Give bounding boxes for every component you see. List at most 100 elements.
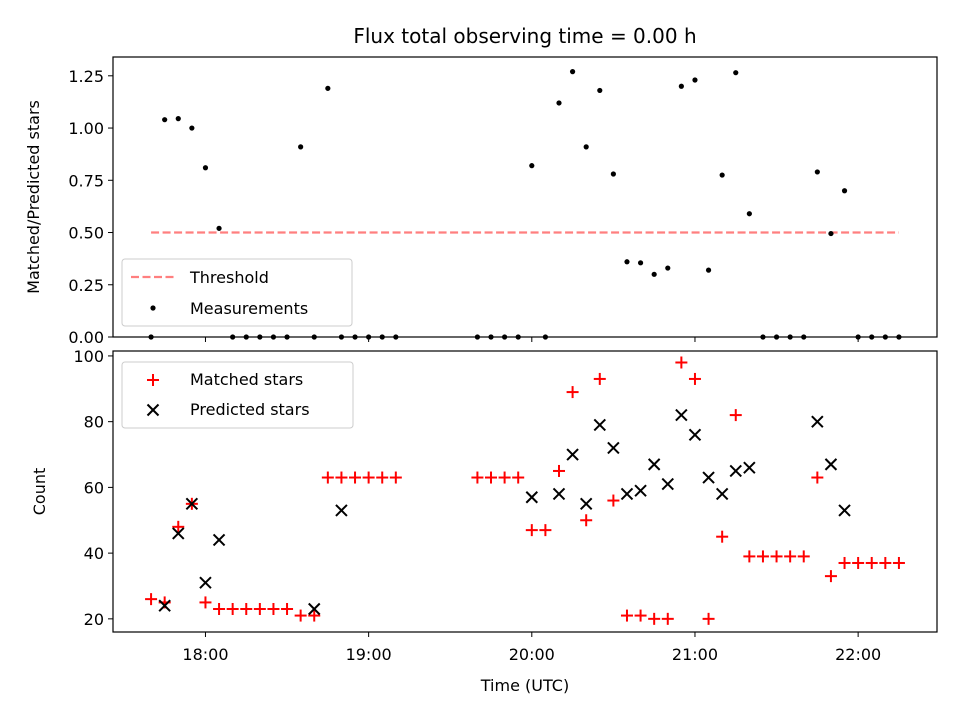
top-y-tick-label: 1.00 (68, 119, 104, 138)
predicted-stars-point (688, 428, 702, 442)
legend-predicted-swatch (146, 403, 160, 417)
legend-measurements-swatch (150, 305, 156, 311)
predicted-stars-point (172, 527, 185, 540)
matched-stars-point (865, 556, 878, 569)
measurement-point (556, 100, 562, 106)
predicted-stars-point (552, 487, 566, 501)
measurement-point (637, 260, 644, 266)
measurement-point (719, 172, 725, 178)
matched-stars-point (512, 471, 525, 484)
matched-stars-point (593, 372, 606, 385)
predicted-stars-point (838, 504, 851, 517)
matched-stars-point (756, 550, 769, 563)
matched-stars-point (811, 471, 824, 484)
matched-stars-point (784, 550, 797, 563)
measurement-point (814, 169, 820, 175)
matched-stars-point (485, 471, 498, 484)
matched-stars-point (852, 556, 865, 569)
chart-title: Flux total observing time = 0.00 h (353, 24, 696, 48)
measurement-point (298, 144, 304, 150)
bottom-y-axis-label: Count (30, 468, 49, 516)
matched-stars-point (879, 556, 892, 569)
matched-stars-point (267, 602, 280, 615)
matched-stars-point (362, 471, 375, 484)
predicted-stars-point (593, 418, 606, 432)
top-panel-ratio: Flux total observing time = 0.00 h Match… (24, 24, 938, 347)
matched-stars-point (308, 609, 321, 622)
predicted-stars-point (620, 487, 634, 501)
matched-stars-point (770, 550, 783, 563)
measurement-point (828, 230, 834, 237)
matched-stars-point (253, 602, 266, 615)
matched-stars-point (539, 524, 552, 537)
bottom-legend: Matched stars Predicted stars (121, 361, 354, 429)
predicted-stars-point (185, 497, 199, 511)
matched-stars-point (648, 612, 661, 625)
matched-stars-point (213, 602, 226, 615)
top-legend-box (121, 258, 353, 327)
legend-threshold-label: Threshold (189, 268, 269, 287)
bottom-y-tick-label: 80 (84, 413, 104, 432)
predicted-stars-point (525, 491, 539, 504)
measurement-point (610, 171, 616, 177)
matched-stars-point (580, 514, 593, 527)
matched-stars-point (552, 464, 565, 477)
measurement-point (583, 144, 589, 150)
matched-stars-point (199, 596, 212, 609)
predicted-stars-point (647, 458, 661, 471)
matched-stars-point (892, 556, 905, 569)
legend-matched-label: Matched stars (190, 370, 303, 389)
predicted-stars-point (743, 461, 756, 474)
measurement-point (162, 117, 168, 123)
top-y-tick-label: 1.25 (68, 67, 104, 86)
x-tick-label: 22:00 (835, 645, 881, 664)
measurement-point (597, 87, 603, 94)
legend-predicted-label: Predicted stars (190, 400, 310, 419)
measurement-point (189, 125, 195, 131)
x-tick-label: 20:00 (509, 645, 555, 664)
predicted-stars-point (212, 533, 226, 547)
top-axis-ticks: 0.00 0.25 0.50 0.75 1.00 1.25 (68, 67, 859, 347)
top-y-tick-label: 0.25 (68, 276, 104, 295)
matched-stars-point (389, 471, 402, 484)
matched-stars-point (566, 386, 579, 399)
predicted-stars-point (675, 408, 688, 422)
matched-stars-point (281, 602, 294, 615)
bottom-plot-frame (112, 350, 938, 633)
bottom-y-tick-label: 20 (84, 610, 104, 629)
measurement-point (665, 265, 671, 271)
matched-stars-point (240, 602, 253, 615)
matched-stars-point (607, 494, 620, 507)
top-y-tick-label: 0.75 (68, 171, 104, 190)
predicted-stars-point (607, 441, 620, 455)
matched-stars-point (145, 593, 158, 606)
top-y-axis-label: Matched/Predicted stars (24, 100, 43, 294)
matched-stars-point (321, 471, 334, 484)
matched-stars-point (824, 570, 837, 583)
predicted-stars-point (824, 458, 838, 471)
measurement-point (651, 271, 657, 277)
legend-matched-swatch (147, 374, 159, 386)
x-axis-label: Time (UTC) (480, 676, 569, 695)
top-plot-frame (112, 56, 938, 338)
bottom-y-tick-label: 100 (73, 347, 104, 366)
x-tick-label: 21:00 (672, 645, 718, 664)
legend-plus-marker (147, 374, 159, 386)
matched-stars-point (729, 409, 742, 422)
matched-stars-point (349, 471, 362, 484)
measurement-point (733, 70, 739, 76)
matched-stars-point (702, 612, 715, 625)
predicted-stars-point (702, 471, 715, 484)
matched-stars-point (661, 612, 674, 625)
predicted-stars-point (661, 477, 674, 491)
matched-stars-point (797, 550, 810, 563)
predicted-stars-point (634, 484, 647, 497)
predicted-stars-point (729, 464, 742, 478)
measurement-point (624, 259, 630, 265)
matched-stars-point (634, 609, 647, 622)
legend-measurements-label: Measurements (190, 299, 308, 318)
measurement-point (746, 211, 752, 217)
